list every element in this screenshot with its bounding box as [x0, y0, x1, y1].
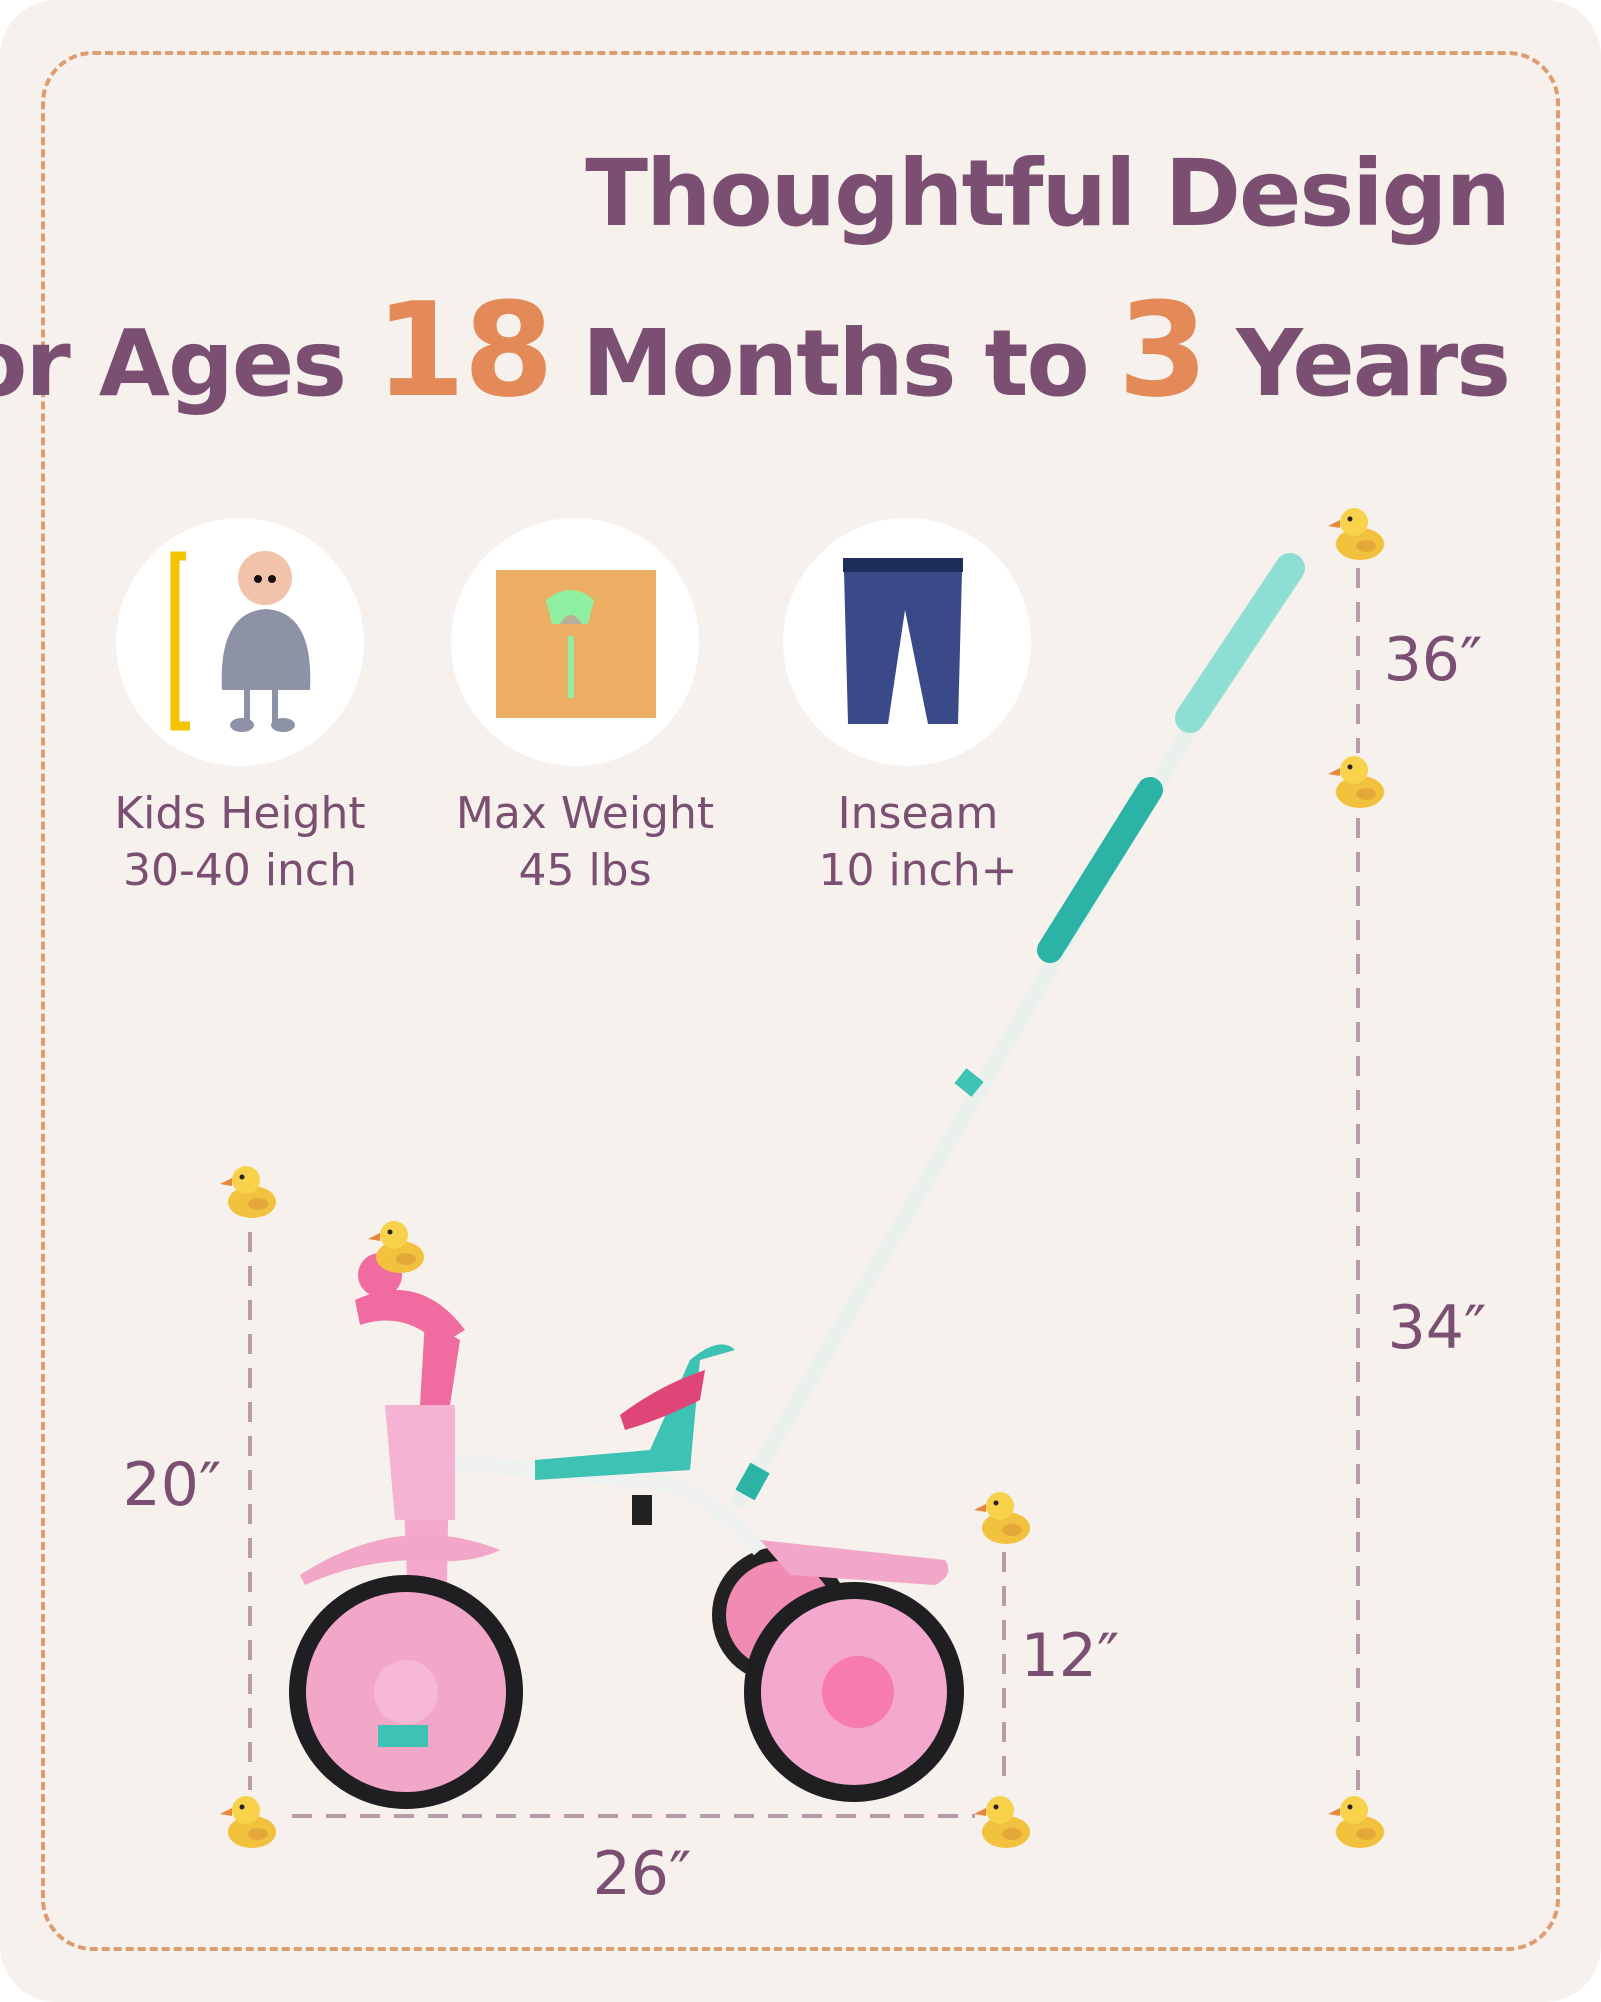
measure-lines: [248, 568, 1360, 1818]
dim-rear-height: 12″: [1020, 1621, 1120, 1691]
spec-value: 30-40 inch: [122, 845, 358, 896]
spec-label: Max Weight: [455, 788, 715, 839]
title-prefix: for Ages: [0, 310, 347, 417]
dim-seat-height: 20″: [122, 1450, 222, 1520]
spec-label: Inseam: [837, 788, 999, 839]
duck-icon: [974, 1796, 1030, 1848]
max-age: 3: [1117, 274, 1208, 426]
duck-icon: [974, 1492, 1030, 1544]
duck-icon: [1328, 756, 1384, 808]
weight-scale-icon: [496, 570, 656, 718]
spec-value: 45 lbs: [518, 845, 652, 896]
spec-label: Kids Height: [114, 788, 366, 839]
title-suffix: Years: [1236, 310, 1511, 417]
spec-height: Kids Height 30-40 inch: [70, 785, 410, 899]
duck-icon: [1328, 508, 1384, 560]
dim-handle-height: 34″: [1387, 1293, 1487, 1363]
dashed-border: [41, 51, 1560, 1951]
spec-inseam: Inseam 10 inch+: [748, 785, 1088, 899]
title-line-1: Thoughtful Design: [585, 140, 1511, 247]
spec-value: 10 inch+: [818, 845, 1018, 896]
pants-icon: [843, 558, 963, 724]
duck-icon: [220, 1166, 276, 1218]
title-middle: Months to: [581, 310, 1090, 417]
duck-icon: [1328, 1796, 1384, 1848]
min-age: 18: [375, 274, 554, 426]
title-line-2: for Ages 18 Months to 3 Years: [0, 285, 1511, 417]
dim-handle-extension: 36″: [1383, 625, 1483, 695]
child-height-icon: [170, 551, 311, 732]
dim-length: 26″: [592, 1839, 692, 1909]
duck-icon: [220, 1796, 276, 1848]
spec-weight: Max Weight 45 lbs: [415, 785, 755, 899]
tricycle-image: [289, 553, 1305, 1809]
